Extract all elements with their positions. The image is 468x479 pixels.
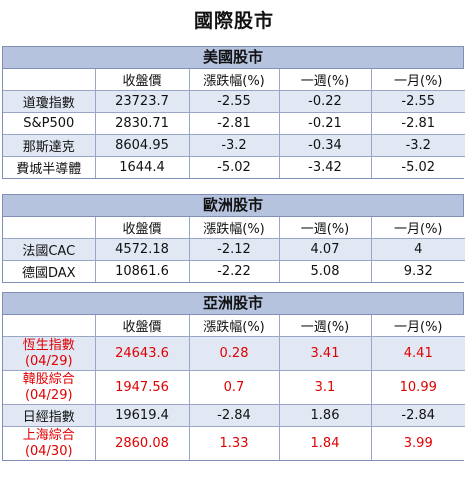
- close-price: 10861.6: [94, 260, 190, 282]
- change-pct: -2.55: [188, 90, 280, 113]
- header-cell-week: 一週(%): [278, 217, 372, 239]
- us-market-table: 收盤價 漲跌幅(%) 一週(%) 一月(%) 道瓊指數 23723.7 -2.5…: [3, 69, 465, 178]
- month-pct: -2.81: [370, 112, 465, 135]
- index-name: 道瓊指數: [3, 90, 96, 113]
- close-price: 1947.56: [94, 370, 190, 405]
- index-name: 恆生指數: [22, 337, 75, 353]
- index-name-cell: 上海綜合 (04/30): [3, 426, 96, 460]
- index-name-cell: 恆生指數 (04/29): [3, 336, 96, 371]
- header-cell-name: [3, 69, 96, 91]
- close-price: 4572.18: [94, 238, 190, 261]
- change-pct: -3.2: [188, 134, 280, 157]
- close-price: 19619.4: [94, 404, 190, 427]
- index-name: 法國CAC: [3, 238, 96, 261]
- change-pct: -5.02: [188, 156, 280, 178]
- index-name: 那斯達克: [3, 134, 96, 157]
- table-row: 韓股綜合 (04/29) 1947.56 0.7 3.1 10.99: [3, 370, 465, 405]
- asia-market-section: 亞洲股市 收盤價 漲跌幅(%) 一週(%) 一月(%) 恆生指數 (04/29) …: [2, 292, 465, 461]
- table-row: 那斯達克 8604.95 -3.2 -0.34 -3.2: [3, 134, 465, 157]
- change-pct: 0.28: [188, 336, 280, 371]
- header-cell-close: 收盤價: [94, 217, 190, 239]
- eu-market-section: 歐洲股市 收盤價 漲跌幅(%) 一週(%) 一月(%) 法國CAC 4572.1…: [2, 194, 465, 283]
- close-price: 23723.7: [94, 90, 190, 113]
- week-pct: -0.21: [278, 112, 372, 135]
- index-name: 德國DAX: [3, 260, 96, 282]
- us-section-heading: 美國股市: [3, 47, 463, 69]
- month-pct: 9.32: [370, 260, 465, 282]
- header-cell-week: 一週(%): [278, 315, 372, 337]
- change-pct: -2.81: [188, 112, 280, 135]
- month-pct: 4.41: [370, 336, 465, 371]
- table-header-row: 收盤價 漲跌幅(%) 一週(%) 一月(%): [3, 217, 465, 239]
- index-name: 費城半導體: [3, 156, 96, 178]
- table-row: 法國CAC 4572.18 -2.12 4.07 4: [3, 238, 465, 261]
- table-row: 日經指數 19619.4 -2.84 1.86 -2.84: [3, 404, 465, 427]
- header-cell-month: 一月(%): [370, 315, 465, 337]
- table-row: S&P500 2830.71 -2.81 -0.21 -2.81: [3, 112, 465, 135]
- week-pct: 1.86: [278, 404, 372, 427]
- table-row: 道瓊指數 23723.7 -2.55 -0.22 -2.55: [3, 90, 465, 113]
- header-cell-change: 漲跌幅(%): [188, 69, 280, 91]
- week-pct: 4.07: [278, 238, 372, 261]
- asia-section-heading: 亞洲股市: [3, 293, 463, 315]
- index-date: (04/30): [24, 443, 73, 459]
- table-row: 費城半導體 1644.4 -5.02 -3.42 -5.02: [3, 156, 465, 178]
- header-cell-close: 收盤價: [94, 69, 190, 91]
- close-price: 24643.6: [94, 336, 190, 371]
- close-price: 2830.71: [94, 112, 190, 135]
- table-header-row: 收盤價 漲跌幅(%) 一週(%) 一月(%): [3, 315, 465, 337]
- change-pct: -2.22: [188, 260, 280, 282]
- change-pct: 0.7: [188, 370, 280, 405]
- week-pct: 3.41: [278, 336, 372, 371]
- week-pct: 1.84: [278, 426, 372, 460]
- header-cell-change: 漲跌幅(%): [188, 315, 280, 337]
- header-cell-month: 一月(%): [370, 69, 465, 91]
- week-pct: -0.34: [278, 134, 372, 157]
- close-price: 8604.95: [94, 134, 190, 157]
- header-cell-week: 一週(%): [278, 69, 372, 91]
- header-cell-month: 一月(%): [370, 217, 465, 239]
- week-pct: -0.22: [278, 90, 372, 113]
- month-pct: -2.55: [370, 90, 465, 113]
- table-header-row: 收盤價 漲跌幅(%) 一週(%) 一月(%): [3, 69, 465, 91]
- header-cell-name: [3, 315, 96, 337]
- close-price: 2860.08: [94, 426, 190, 460]
- index-name: S&P500: [3, 112, 96, 135]
- change-pct: -2.84: [188, 404, 280, 427]
- month-pct: 3.99: [370, 426, 465, 460]
- close-price: 1644.4: [94, 156, 190, 178]
- asia-market-table: 收盤價 漲跌幅(%) 一週(%) 一月(%) 恆生指數 (04/29) 24643…: [3, 315, 465, 460]
- us-market-section: 美國股市 收盤價 漲跌幅(%) 一週(%) 一月(%) 道瓊指數 23723.7…: [2, 46, 465, 179]
- header-cell-name: [3, 217, 96, 239]
- week-pct: -3.42: [278, 156, 372, 178]
- index-name: 日經指數: [3, 404, 96, 427]
- month-pct: -3.2: [370, 134, 465, 157]
- index-name: 上海綜合: [22, 427, 75, 443]
- table-row: 恆生指數 (04/29) 24643.6 0.28 3.41 4.41: [3, 336, 465, 371]
- index-name: 韓股綜合: [22, 371, 75, 387]
- week-pct: 5.08: [278, 260, 372, 282]
- month-pct: -5.02: [370, 156, 465, 178]
- eu-section-heading: 歐洲股市: [3, 195, 463, 217]
- index-date: (04/29): [24, 387, 73, 403]
- week-pct: 3.1: [278, 370, 372, 405]
- change-pct: -2.12: [188, 238, 280, 261]
- change-pct: 1.33: [188, 426, 280, 460]
- table-row: 德國DAX 10861.6 -2.22 5.08 9.32: [3, 260, 465, 282]
- header-cell-close: 收盤價: [94, 315, 190, 337]
- page-title: 國際股市: [193, 10, 274, 32]
- header-cell-change: 漲跌幅(%): [188, 217, 280, 239]
- month-pct: 4: [370, 238, 465, 261]
- index-date: (04/29): [24, 353, 73, 369]
- index-name-cell: 韓股綜合 (04/29): [3, 370, 96, 405]
- table-row: 上海綜合 (04/30) 2860.08 1.33 1.84 3.99: [3, 426, 465, 460]
- month-pct: 10.99: [370, 370, 465, 405]
- month-pct: -2.84: [370, 404, 465, 427]
- eu-market-table: 收盤價 漲跌幅(%) 一週(%) 一月(%) 法國CAC 4572.18 -2.…: [3, 217, 465, 282]
